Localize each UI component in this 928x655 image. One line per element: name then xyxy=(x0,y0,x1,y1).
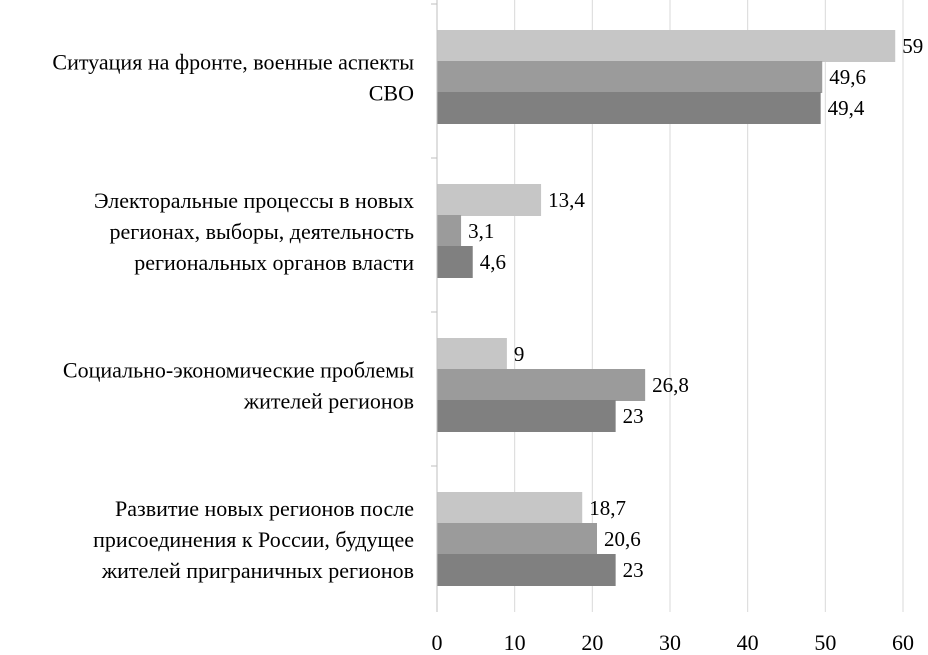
data-label: 4,6 xyxy=(480,250,506,274)
x-tick-label: 0 xyxy=(432,630,443,655)
category-label: СВО xyxy=(369,81,414,106)
category-axis xyxy=(431,0,438,612)
category-label: Электоральные процессы в новых xyxy=(94,188,414,213)
bar xyxy=(437,61,823,93)
bar xyxy=(437,492,583,524)
category-label: жителей регионов xyxy=(243,389,414,414)
bars xyxy=(437,30,896,586)
x-tick-label: 20 xyxy=(581,630,603,655)
category-label: Ситуация на фронте, военные аспекты xyxy=(52,50,414,75)
category-label: региональных органов власти xyxy=(134,250,414,275)
data-label: 20,6 xyxy=(604,527,641,551)
bar xyxy=(437,215,462,247)
bar xyxy=(437,400,616,432)
data-label: 18,7 xyxy=(589,496,626,520)
bar xyxy=(437,554,616,586)
x-tick-label: 60 xyxy=(892,630,914,655)
bar xyxy=(437,338,507,370)
bar xyxy=(437,246,473,278)
x-tick-label: 10 xyxy=(504,630,526,655)
bar xyxy=(437,369,646,401)
category-label: регионах, выборы, деятельность xyxy=(110,219,414,244)
data-label: 23 xyxy=(623,404,644,428)
x-tick-label: 40 xyxy=(737,630,759,655)
data-label: 9 xyxy=(514,342,525,366)
data-label: 3,1 xyxy=(468,219,494,243)
x-tick-label: 50 xyxy=(814,630,836,655)
category-label: Развитие новых регионов после xyxy=(115,496,414,521)
category-label: жителей приграничных регионов xyxy=(101,558,414,583)
data-label: 59 xyxy=(902,34,923,58)
bar xyxy=(437,92,821,124)
data-label: 49,6 xyxy=(829,65,866,89)
category-labels: Ситуация на фронте, военные аспекты СВО Эл… xyxy=(52,50,414,584)
bar xyxy=(437,30,896,62)
x-tick-label: 30 xyxy=(659,630,681,655)
bar xyxy=(437,184,542,216)
x-axis-ticks: 0 10 20 30 40 50 60 xyxy=(432,630,915,655)
data-label: 26,8 xyxy=(652,373,689,397)
category-label: Социально-экономические проблемы xyxy=(63,358,414,383)
category-label: присоединения к России, будущее xyxy=(93,527,414,552)
data-label: 13,4 xyxy=(548,188,585,212)
data-label: 23 xyxy=(623,558,644,582)
bar xyxy=(437,523,597,555)
data-label: 49,4 xyxy=(828,96,865,120)
data-labels: 59 13,4 9 18,7 49,6 3,1 26,8 20,6 49,4 4,6 23 23 xyxy=(468,34,923,582)
